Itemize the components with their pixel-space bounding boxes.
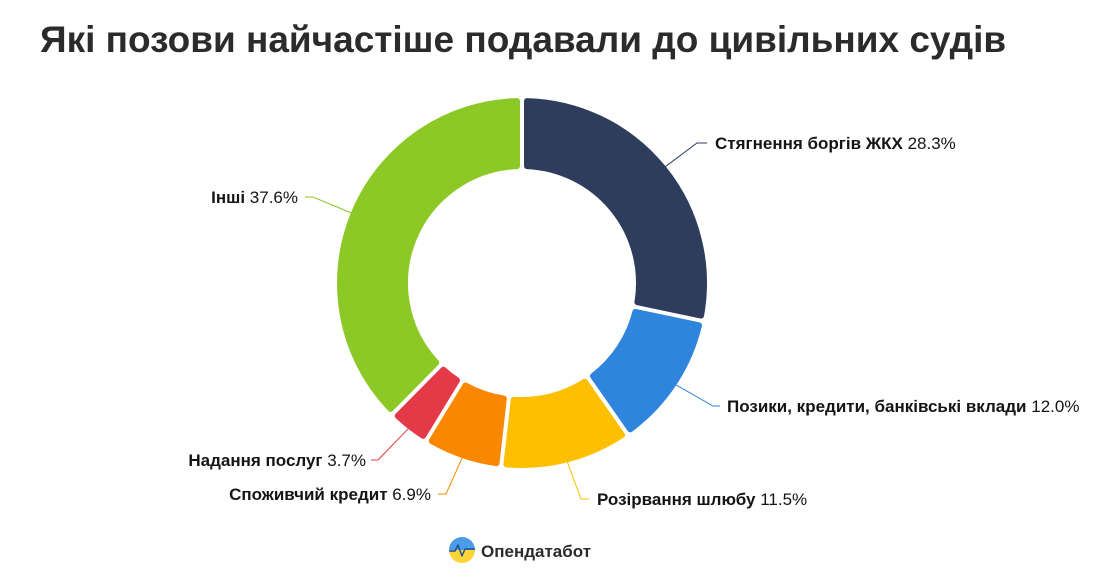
- donut-slice-4: [428, 382, 507, 467]
- data-label-name: Розірвання шлюбу: [597, 490, 756, 509]
- data-label-name: Стягнення боргів ЖКХ: [715, 134, 903, 153]
- brand: Опендатабот: [449, 537, 591, 563]
- data-label-name: Споживчий кредит: [229, 485, 387, 504]
- data-label-value: 28.3%: [908, 134, 956, 153]
- leader-line-4: [438, 457, 463, 495]
- leader-line-6: [305, 196, 352, 214]
- leader-lines: [305, 142, 720, 500]
- data-label-6: Інші 37.6%: [211, 188, 298, 207]
- leader-line-2: [676, 384, 720, 407]
- leader-line-5: [371, 428, 409, 461]
- data-label-1: Стягнення боргів ЖКХ 28.3%: [715, 134, 956, 153]
- donut-slice-6: [337, 98, 520, 412]
- donut-slice-3: [503, 378, 626, 468]
- data-label-name: Надання послуг: [188, 451, 322, 470]
- data-label-name: Позики, кредити, банківські вклади: [727, 397, 1027, 416]
- opendatabot-logo-icon: [449, 537, 475, 563]
- donut-chart: [337, 98, 707, 468]
- data-label-5: Надання послуг 3.7%: [188, 451, 366, 470]
- data-label-4: Споживчий кредит 6.9%: [229, 485, 431, 504]
- donut-slice-1: [524, 98, 707, 319]
- data-labels: Стягнення боргів ЖКХ 28.3% Позики, кредит…: [188, 134, 1079, 509]
- leader-line-1: [665, 142, 707, 167]
- data-label-value: 12.0%: [1031, 397, 1079, 416]
- data-label-name: Інші: [211, 188, 245, 207]
- data-label-value: 3.7%: [327, 451, 366, 470]
- donut-slice-5: [394, 366, 460, 439]
- chart-title: Які позови найчастіше подавали до цивіль…: [40, 19, 1006, 60]
- data-label-value: 6.9%: [392, 485, 431, 504]
- donut-slice-2: [590, 308, 703, 433]
- data-label-2: Позики, кредити, банківські вклади 12.0%: [727, 397, 1079, 416]
- data-label-value: 37.6%: [250, 188, 298, 207]
- leader-line-3: [566, 462, 589, 500]
- data-label-3: Розірвання шлюбу 11.5%: [597, 490, 807, 509]
- data-label-value: 11.5%: [760, 490, 807, 509]
- brand-name: Опендатабот: [481, 542, 591, 561]
